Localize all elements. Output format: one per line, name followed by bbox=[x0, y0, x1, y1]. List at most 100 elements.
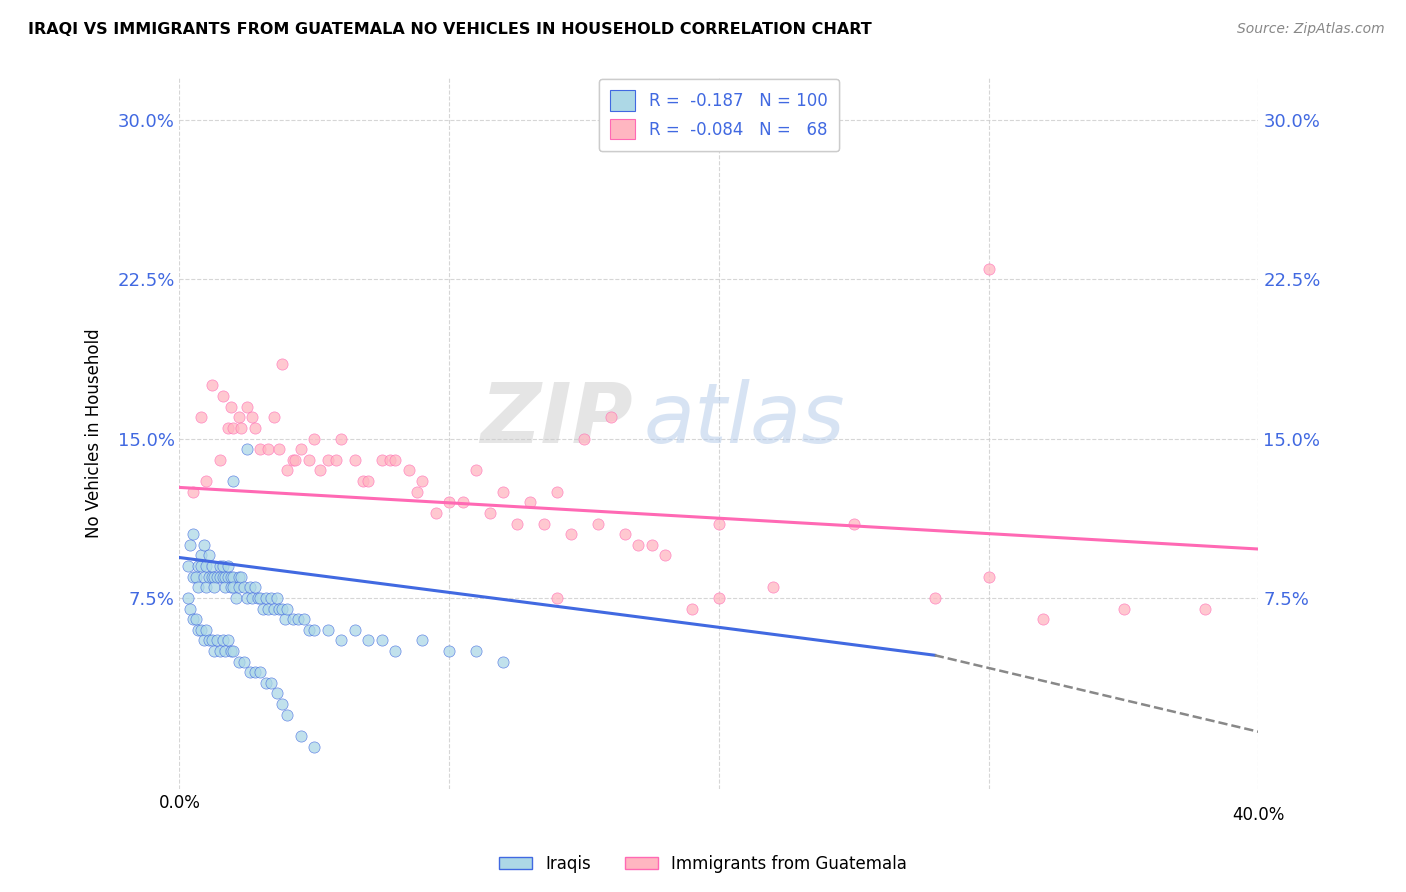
Point bbox=[640, 538, 662, 552]
Point bbox=[225, 591, 247, 605]
Point bbox=[762, 580, 785, 594]
Point bbox=[271, 601, 294, 615]
Point bbox=[398, 463, 420, 477]
Legend: R =  -0.187   N = 100, R =  -0.084   N =   68: R = -0.187 N = 100, R = -0.084 N = 68 bbox=[599, 78, 839, 151]
Point bbox=[228, 655, 250, 669]
Point bbox=[208, 452, 231, 467]
Point bbox=[492, 484, 515, 499]
Point bbox=[627, 538, 650, 552]
Point bbox=[425, 506, 447, 520]
Point bbox=[181, 612, 204, 626]
Point bbox=[681, 601, 703, 615]
Point bbox=[217, 421, 239, 435]
Text: IRAQI VS IMMIGRANTS FROM GUATEMALA NO VEHICLES IN HOUSEHOLD CORRELATION CHART: IRAQI VS IMMIGRANTS FROM GUATEMALA NO VE… bbox=[28, 22, 872, 37]
Point bbox=[249, 442, 271, 457]
Point bbox=[222, 580, 245, 594]
Point bbox=[263, 601, 285, 615]
Point bbox=[269, 601, 291, 615]
Point bbox=[266, 591, 288, 605]
Point bbox=[217, 559, 239, 574]
Point bbox=[204, 644, 226, 658]
Point bbox=[304, 432, 326, 446]
Point bbox=[505, 516, 527, 531]
Point bbox=[298, 623, 321, 637]
Point bbox=[378, 452, 401, 467]
Point bbox=[217, 569, 239, 583]
Point bbox=[249, 591, 271, 605]
Point bbox=[330, 432, 353, 446]
Point bbox=[546, 591, 568, 605]
Point bbox=[219, 569, 242, 583]
Point bbox=[572, 432, 595, 446]
Point bbox=[519, 495, 541, 509]
Point bbox=[236, 591, 259, 605]
Point bbox=[222, 569, 245, 583]
Point bbox=[292, 612, 315, 626]
Point bbox=[465, 463, 488, 477]
Point bbox=[252, 601, 274, 615]
Point bbox=[304, 739, 326, 754]
Point bbox=[198, 549, 221, 563]
Point bbox=[219, 400, 242, 414]
Point bbox=[1194, 601, 1216, 615]
Point bbox=[290, 729, 312, 743]
Point bbox=[193, 569, 215, 583]
Point bbox=[287, 612, 309, 626]
Point bbox=[405, 484, 427, 499]
Point bbox=[222, 421, 245, 435]
Point bbox=[179, 538, 201, 552]
Point bbox=[184, 569, 207, 583]
Point bbox=[211, 559, 233, 574]
Point bbox=[193, 538, 215, 552]
Point bbox=[190, 410, 212, 425]
Point bbox=[187, 580, 209, 594]
Point bbox=[179, 601, 201, 615]
Point bbox=[176, 559, 198, 574]
Point bbox=[654, 549, 676, 563]
Point bbox=[190, 559, 212, 574]
Point bbox=[613, 527, 636, 541]
Point bbox=[228, 410, 250, 425]
Text: 40.0%: 40.0% bbox=[1232, 806, 1285, 824]
Point bbox=[271, 357, 294, 371]
Point bbox=[201, 633, 224, 648]
Point bbox=[707, 516, 730, 531]
Text: ZIP: ZIP bbox=[479, 378, 633, 459]
Point bbox=[411, 633, 433, 648]
Point bbox=[492, 655, 515, 669]
Point bbox=[205, 633, 228, 648]
Point bbox=[198, 633, 221, 648]
Point bbox=[273, 612, 295, 626]
Point bbox=[465, 644, 488, 658]
Legend: Iraqis, Immigrants from Guatemala: Iraqis, Immigrants from Guatemala bbox=[492, 848, 914, 880]
Point bbox=[236, 442, 259, 457]
Point bbox=[214, 569, 236, 583]
Point bbox=[201, 559, 224, 574]
Point bbox=[260, 591, 283, 605]
Point bbox=[290, 442, 312, 457]
Point bbox=[222, 644, 245, 658]
Point bbox=[233, 655, 256, 669]
Point bbox=[263, 410, 285, 425]
Point bbox=[195, 559, 218, 574]
Point bbox=[195, 580, 218, 594]
Point bbox=[231, 421, 253, 435]
Point bbox=[281, 452, 304, 467]
Point bbox=[357, 633, 380, 648]
Point bbox=[205, 569, 228, 583]
Point bbox=[187, 559, 209, 574]
Point bbox=[316, 623, 339, 637]
Point bbox=[211, 633, 233, 648]
Point bbox=[707, 591, 730, 605]
Point bbox=[195, 623, 218, 637]
Point bbox=[437, 495, 460, 509]
Point bbox=[217, 633, 239, 648]
Point bbox=[411, 474, 433, 488]
Y-axis label: No Vehicles in Household: No Vehicles in Household bbox=[86, 328, 103, 538]
Point bbox=[181, 569, 204, 583]
Point bbox=[243, 580, 266, 594]
Point bbox=[211, 389, 233, 403]
Point bbox=[357, 474, 380, 488]
Point bbox=[228, 580, 250, 594]
Point bbox=[298, 452, 321, 467]
